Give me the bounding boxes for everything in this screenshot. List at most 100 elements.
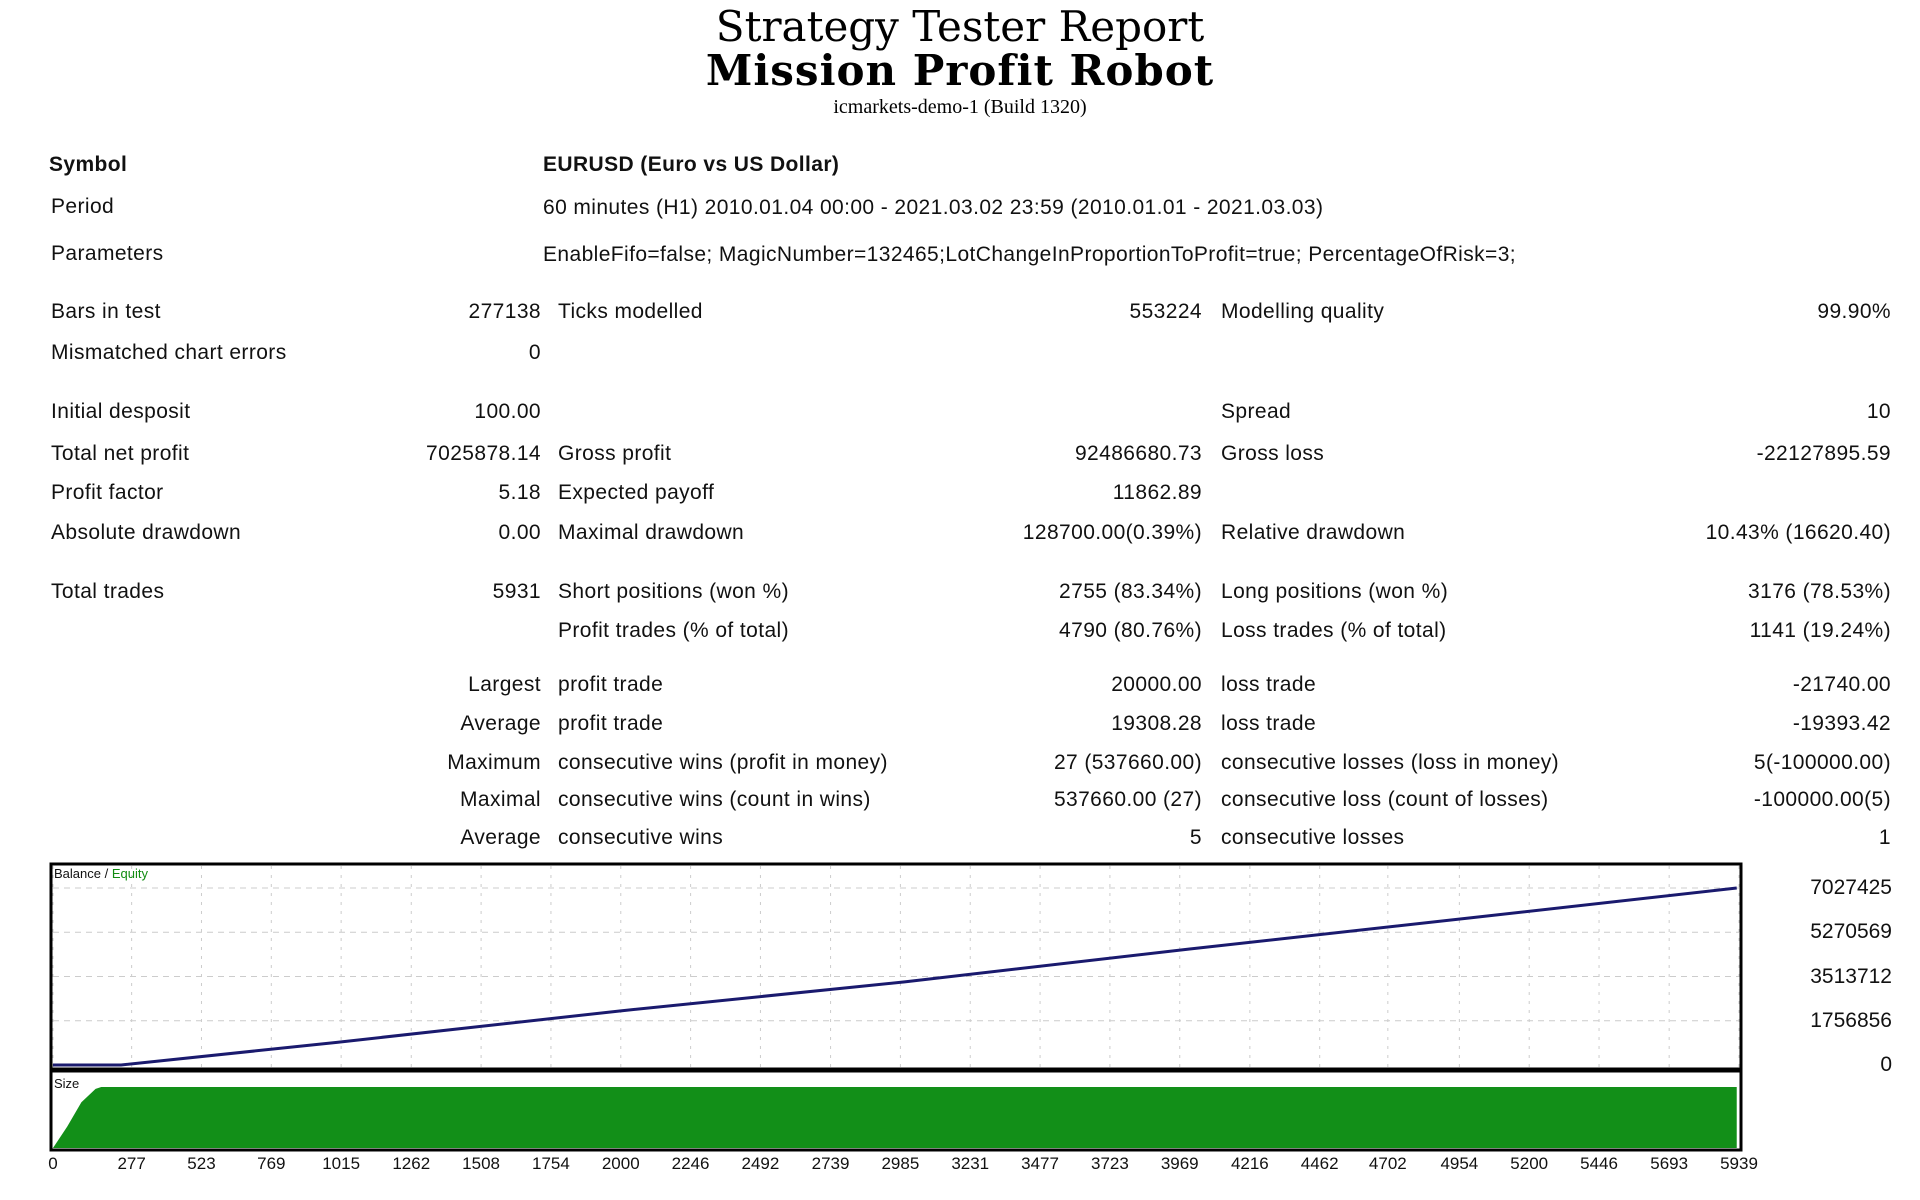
x-tick-label: 2985 [881, 1154, 920, 1173]
symbol-value: EURUSD (Euro vs US Dollar) [543, 153, 840, 176]
x-tick-label: 2246 [671, 1154, 710, 1173]
stat-value: 20000.00 [1111, 673, 1202, 696]
x-tick-label: 277 [117, 1154, 146, 1173]
stat-value: Maximal [460, 788, 541, 811]
x-tick-label: 5446 [1580, 1154, 1618, 1173]
stat-value: 2755 (83.34%) [1059, 580, 1202, 603]
x-tick-label: 5939 [1720, 1154, 1758, 1173]
report-title: Strategy Tester Report [715, 2, 1205, 51]
stat-value: 7025878.14 [426, 442, 541, 465]
stat-label: Gross loss [1221, 442, 1325, 465]
stat-label: Mismatched chart errors [51, 341, 287, 364]
x-tick-label: 5693 [1650, 1154, 1689, 1173]
stat-label: Profit trades (% of total) [558, 619, 789, 642]
x-tick-label: 4954 [1440, 1154, 1479, 1173]
stat-label: Bars in test [51, 300, 161, 323]
stat-label: loss trade [1221, 673, 1317, 696]
stat-label: Long positions (won %) [1221, 580, 1449, 603]
x-tick-label: 3231 [951, 1154, 990, 1173]
stat-label: Initial desposit [51, 400, 191, 423]
x-tick-label: 5200 [1510, 1154, 1549, 1173]
stat-value: 3176 (78.53%) [1748, 580, 1891, 603]
parameters-label: Parameters [51, 242, 164, 265]
symbol-label: Symbol [49, 153, 128, 176]
stat-value: 5 [1189, 826, 1202, 849]
stat-value: 5931 [492, 580, 541, 603]
x-tick-label: 0 [48, 1154, 58, 1173]
stat-value: -21740.00 [1792, 673, 1891, 696]
stat-label: profit trade [558, 712, 664, 735]
stat-value: Largest [468, 673, 541, 696]
stat-value: Average [460, 826, 541, 849]
stat-value: 277138 [468, 300, 541, 323]
legend-balance: Balance [54, 866, 101, 881]
stat-label: Maximal drawdown [558, 521, 745, 544]
stat-label: Absolute drawdown [51, 521, 242, 544]
stat-label: Spread [1221, 400, 1292, 423]
stat-value: 0.00 [498, 521, 541, 544]
stat-value: 0 [528, 341, 541, 364]
stat-label: Gross profit [558, 442, 672, 465]
stat-label: consecutive wins [558, 826, 724, 849]
x-tick-label: 1262 [392, 1154, 431, 1173]
stat-value: -19393.42 [1792, 712, 1891, 735]
stat-value: 1141 (19.24%) [1749, 619, 1891, 642]
stat-value: 100.00 [474, 400, 541, 423]
x-tick-label: 1508 [462, 1154, 501, 1173]
stat-value: 99.90% [1817, 300, 1891, 323]
stat-label: Profit factor [51, 481, 164, 504]
x-tick-label: 523 [187, 1154, 216, 1173]
y-tick-label: 7027425 [1810, 876, 1892, 899]
balance-line [53, 886, 1737, 1067]
y-tick-label: 3513712 [1810, 964, 1892, 988]
size-panel-label: Size [54, 1076, 80, 1091]
robot-name: Mission Profit Robot [705, 46, 1215, 95]
stat-label: consecutive losses [1221, 826, 1405, 849]
stat-label: Short positions (won %) [558, 580, 789, 603]
equity-panel [49, 862, 1743, 1071]
stat-value: -22127895.59 [1756, 442, 1891, 465]
stat-value: 128700.00(0.39%) [1022, 521, 1202, 544]
stat-value: 5(-100000.00) [1753, 751, 1891, 774]
stat-label: Relative drawdown [1221, 521, 1406, 544]
stat-value: Average [460, 712, 541, 735]
stat-value: 19308.28 [1111, 712, 1202, 735]
stat-value: 5.18 [498, 481, 541, 504]
size-area [53, 1087, 1737, 1148]
y-tick-label: 5270569 [1810, 920, 1892, 944]
parameters-value: EnableFifo=false; MagicNumber=132465;Lot… [543, 243, 1517, 266]
stat-value: 537660.00 (27) [1053, 788, 1202, 811]
stat-value: 11862.89 [1112, 481, 1202, 504]
server-build: icmarkets-demo-1 (Build 1320) [833, 96, 1087, 118]
x-tick-label: 2000 [601, 1154, 640, 1173]
stat-label: profit trade [558, 673, 664, 696]
stat-label: Modelling quality [1221, 300, 1385, 323]
stat-label: Loss trades (% of total) [1221, 619, 1447, 642]
stat-value: 4790 (80.76%) [1059, 619, 1202, 642]
stat-value: 27 (537660.00) [1053, 751, 1202, 774]
stat-label: consecutive wins (profit in money) [558, 751, 888, 774]
stat-value: 92486680.73 [1074, 442, 1202, 465]
stat-label: consecutive loss (count of losses) [1221, 788, 1549, 811]
stat-value: 10 [1866, 400, 1891, 423]
stat-value: 10.43% (16620.40) [1705, 521, 1891, 544]
stat-label: Total net profit [51, 442, 190, 465]
y-tick-label: 1756856 [1810, 1008, 1892, 1032]
x-tick-label: 2492 [741, 1154, 780, 1173]
stat-label: Total trades [51, 580, 165, 603]
chart-legend: Balance / Equity [54, 866, 148, 881]
x-tick-label: 2739 [811, 1154, 850, 1173]
x-tick-label: 769 [257, 1154, 286, 1173]
stat-label: loss trade [1221, 712, 1317, 735]
x-tick-label: 1754 [532, 1154, 570, 1173]
x-tick-label: 3969 [1160, 1154, 1199, 1173]
stat-value: 553224 [1129, 300, 1202, 323]
x-tick-label: 1015 [322, 1154, 361, 1173]
stat-label: consecutive losses (loss in money) [1221, 751, 1560, 774]
legend-equity: Equity [111, 866, 148, 881]
stat-value: Maximum [447, 751, 541, 774]
x-tick-label: 3723 [1090, 1154, 1129, 1173]
y-tick-label: 0 [1880, 1053, 1892, 1076]
stat-label: consecutive wins (count in wins) [558, 788, 871, 811]
stat-value: 1 [1878, 826, 1891, 849]
